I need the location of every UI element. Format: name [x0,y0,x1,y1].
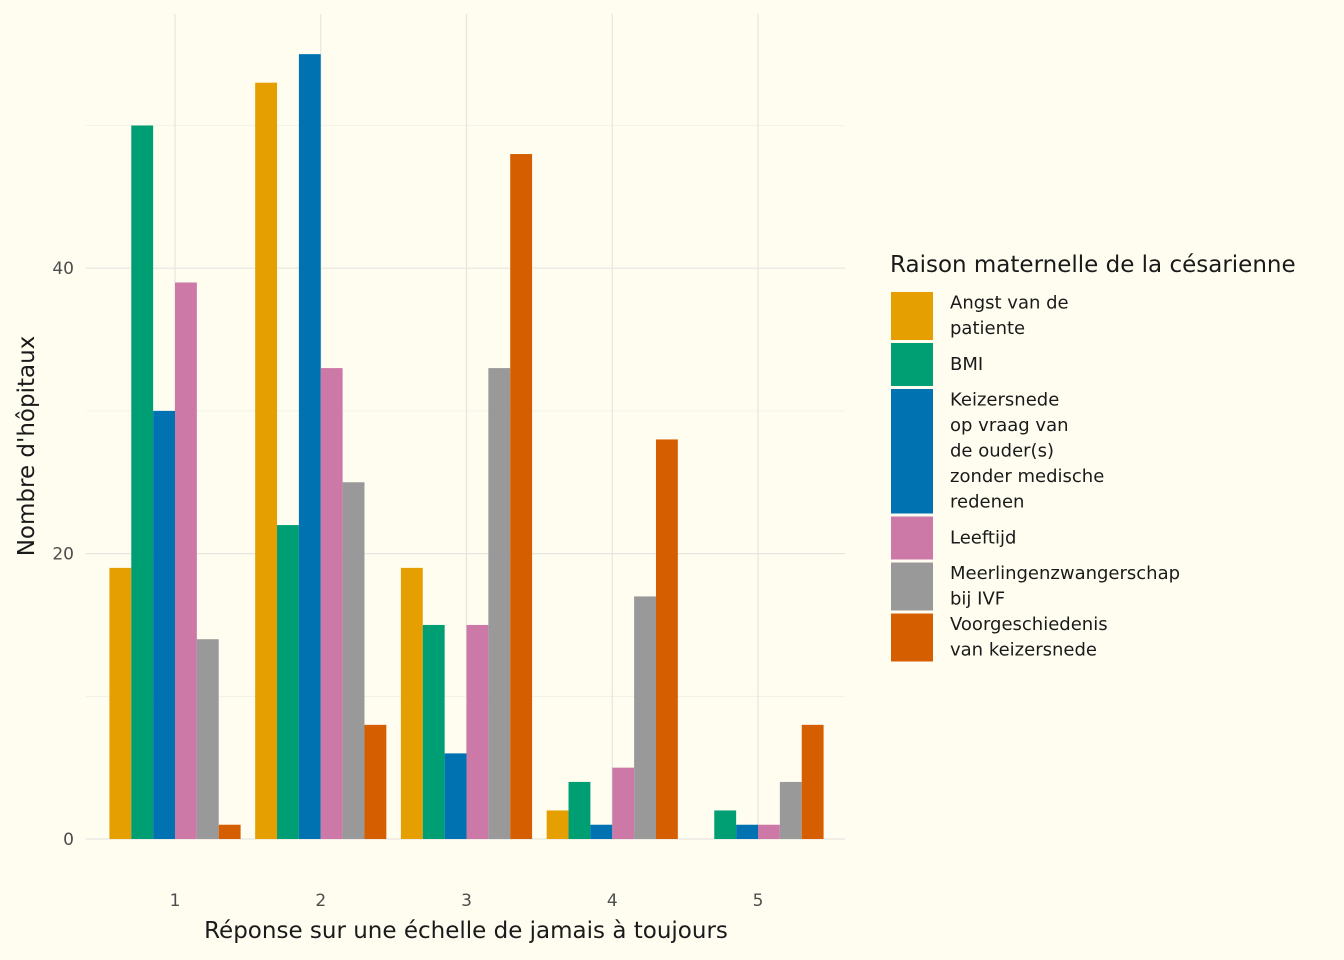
legend-label: Meerlingenzwangerschap [950,563,1180,584]
legend-label: Keizersnede [950,390,1059,411]
legend-item: Angst van de patiente [891,292,1069,340]
legend-item: Meerlingenzwangerschap bij IVF [891,562,1180,611]
legend-key [891,516,933,560]
x-tick-label: 4 [607,891,618,911]
bar [466,624,489,839]
legend: Raison maternelle de la césarienne Angst… [890,252,1296,662]
bar [736,824,758,839]
x-tick-label: 3 [461,891,472,911]
bar [634,596,656,839]
legend-label: zonder medische [950,466,1104,487]
x-axis-ticks: 1 2 3 4 5 [170,891,764,911]
bar [801,724,824,839]
bar [510,154,533,840]
bar [400,567,423,839]
y-tick-label: 0 [63,830,74,850]
legend-label: Leeftijd [950,527,1016,548]
y-tick-label: 20 [52,545,74,565]
bar [175,282,197,840]
x-tick-label: 1 [170,891,181,911]
bar [153,410,175,839]
bar [590,824,613,839]
bar [277,525,299,839]
bar [546,810,569,839]
legend-label: op vraag van [950,415,1069,436]
bar [655,439,678,839]
legend-label: van keizersnede [950,640,1097,661]
y-tick-label: 40 [52,259,74,279]
x-axis-title: Réponse sur une échelle de jamais à touj… [204,918,728,944]
legend-label: BMI [950,354,983,375]
bar [714,810,737,839]
legend-items: Angst van de patiente BMI Keizersnede op vra… [891,292,1180,662]
bar [422,624,445,839]
bar [364,724,387,839]
bar [779,781,802,839]
legend-label: Voorgeschiedenis [950,614,1108,635]
bar [342,482,365,839]
legend-key [891,292,933,340]
legend-label: Angst van de [950,293,1069,314]
x-tick-label: 5 [753,891,764,911]
bar [568,781,591,839]
legend-label: redenen [950,492,1024,513]
legend-key [891,613,933,662]
bar [320,368,343,839]
legend-key [891,389,933,514]
bar [612,767,635,839]
bar [298,54,321,839]
bar [444,753,467,839]
bar [109,567,132,839]
bar [196,639,219,839]
legend-label: bij IVF [950,589,1005,610]
legend-item: BMI [891,343,983,386]
y-axis-title: Nombre d'hôpitaux [14,336,40,557]
legend-label: de ouder(s) [950,441,1054,462]
legend-label: patiente [950,318,1025,339]
x-tick-label: 2 [315,891,326,911]
bar [131,125,154,839]
bar [758,824,780,839]
bar [218,824,241,839]
legend-item: Keizersnede op vraag van de ouder(s) zonder… [891,389,1104,514]
bar [488,368,511,839]
bar [255,82,278,839]
bars [109,54,824,840]
legend-item: Voorgeschiedenis van keizersnede [891,613,1108,662]
legend-key [891,343,933,386]
legend-item: Leeftijd [891,516,1016,560]
grid [86,14,845,840]
legend-key [891,562,933,611]
legend-title: Raison maternelle de la césarienne [890,252,1296,278]
y-axis-ticks: 0 20 40 [52,259,74,850]
